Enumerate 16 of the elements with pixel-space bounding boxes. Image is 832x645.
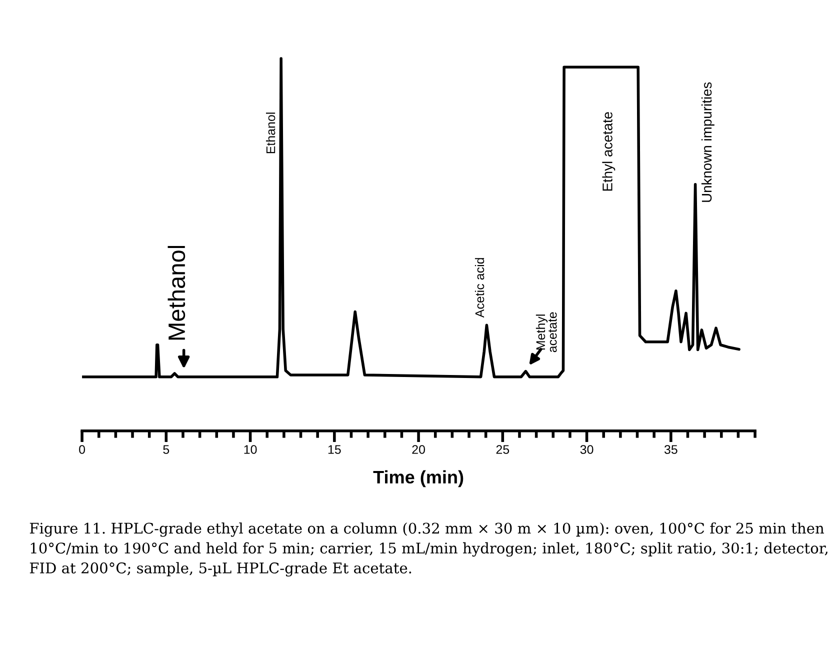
annotation: Ethanol — [266, 112, 276, 154]
x-tick-label: 30 — [580, 445, 594, 454]
x-tick-label: 10 — [244, 445, 257, 454]
annotation: Methyl acetate — [536, 312, 557, 352]
annotation: Acetic acid — [474, 258, 484, 318]
x-tick-label: 20 — [412, 445, 425, 454]
x-tick-label: 35 — [664, 445, 678, 454]
caption: Figure 11. HPLC-grade ethyl acetate on a column (0.32 mm × 30 m × 10 µm): oven, 100°C for 25 min then 10°C/min to 190°C and held for 5 min; carrier, 15 mL/min hydrogen; inlet, 180°C; split ratio, 30:1; detector, FID at 200°C; sample, 5-µL HPLC-grade Et acetate. — [30, 522, 828, 576]
x-tick-label: 0 — [79, 445, 86, 454]
annotation: Ethyl acetate — [602, 112, 616, 191]
annotation: Methanol — [168, 246, 186, 340]
x-tick-label: 15 — [328, 445, 341, 454]
annotation: Unknown impurities — [701, 82, 714, 202]
x-axis-title: Time (min) — [373, 470, 464, 488]
x-tick-label: 5 — [163, 445, 170, 454]
x-tick-label: 25 — [496, 445, 510, 454]
